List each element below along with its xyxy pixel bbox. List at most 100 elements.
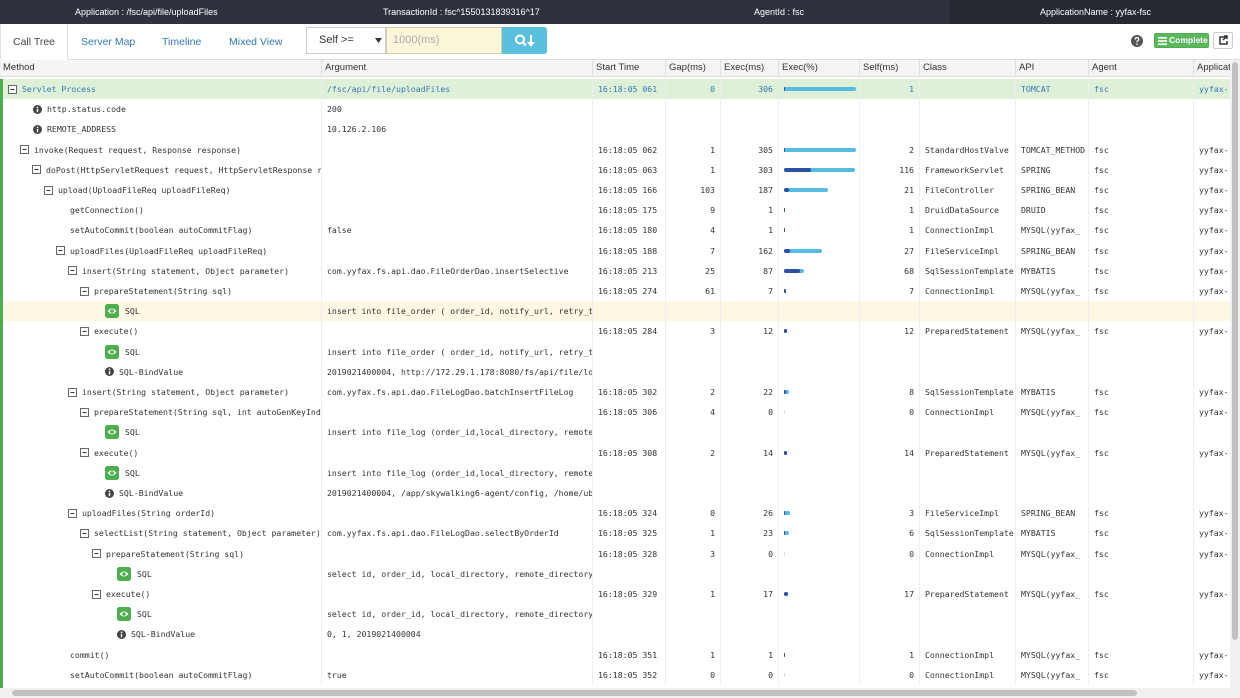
column-header[interactable]: Class xyxy=(920,60,1016,77)
start-time: 16:18:05 061 xyxy=(598,84,657,94)
tab[interactable]: Timeline xyxy=(162,24,201,60)
start-time-cell: 16:18:05 352 xyxy=(593,665,666,685)
start-time-cell xyxy=(593,624,666,644)
class-cell: FileController xyxy=(920,180,1016,200)
start-time: 16:18:05 306 xyxy=(598,407,657,417)
class: ConnectionImpl xyxy=(925,225,994,235)
exec-cell: 17 xyxy=(721,584,779,604)
transaction-id: TransactionId : fsc^1550131839316^17 xyxy=(383,0,540,24)
exec-bar-cell xyxy=(779,79,860,99)
start-time-cell: 16:18:05 325 xyxy=(593,523,666,543)
column-header[interactable]: Agent xyxy=(1089,60,1194,77)
class: SqlSessionTemplate xyxy=(925,528,1014,538)
collapse-toggle[interactable] xyxy=(56,246,65,255)
search-button[interactable] xyxy=(502,27,547,54)
argument: false xyxy=(327,225,352,235)
sql-view-button[interactable] xyxy=(105,466,119,480)
column-header[interactable]: Exec(%) xyxy=(779,60,860,77)
collapse-toggle[interactable] xyxy=(68,388,77,397)
start-time: 16:18:05 284 xyxy=(598,326,657,336)
collapse-toggle[interactable] xyxy=(44,186,53,195)
gap-cell: 4 xyxy=(666,402,721,422)
collapse-toggle[interactable] xyxy=(80,529,89,538)
argument-cell: 10.126.2.106 xyxy=(322,119,593,139)
collapse-toggle[interactable] xyxy=(32,165,41,174)
filter-select[interactable]: Self >= xyxy=(306,27,386,54)
agent-cell: fsc xyxy=(1089,220,1194,240)
start-time: 16:18:05 062 xyxy=(598,145,657,155)
collapse-toggle[interactable] xyxy=(68,266,77,275)
column-header[interactable]: Argument xyxy=(322,60,593,77)
method-cell: prepareStatement(String sql, int autoGen… xyxy=(0,402,322,422)
column-header[interactable]: Gap(ms) xyxy=(666,60,721,77)
collapse-toggle[interactable] xyxy=(68,509,77,518)
column-header[interactable]: Exec(ms) xyxy=(721,60,779,77)
exec: 0 xyxy=(768,407,773,417)
collapse-toggle[interactable] xyxy=(80,448,89,457)
collapse-toggle[interactable] xyxy=(92,549,101,558)
eye-pupil xyxy=(110,350,114,354)
exec-bar xyxy=(784,552,785,556)
tree-row: doPost(HttpServletRequest request, HttpS… xyxy=(0,160,1230,180)
collapse-toggle[interactable] xyxy=(80,287,89,296)
self-bar xyxy=(784,329,787,333)
help-icon[interactable] xyxy=(1131,35,1143,47)
open-window-button[interactable] xyxy=(1213,32,1233,49)
exec-bar-cell xyxy=(779,402,860,422)
exec: 17 xyxy=(763,589,773,599)
self-cell xyxy=(860,463,920,483)
self-cell: 2 xyxy=(860,140,920,160)
application-cell: yyfax- xyxy=(1194,443,1230,463)
self-cell xyxy=(860,604,920,624)
exec-bar-cell xyxy=(779,342,860,362)
self-cell: 0 xyxy=(860,544,920,564)
filter-input[interactable]: 1000(ms) xyxy=(386,27,502,54)
sql-view-button[interactable] xyxy=(105,304,119,318)
application-cell: yyfax- xyxy=(1194,382,1230,402)
class: PreparedStatement xyxy=(925,589,1009,599)
tree-row: insert(String statement, Object paramete… xyxy=(0,382,1230,402)
collapse-toggle[interactable] xyxy=(92,590,101,599)
sql-view-button[interactable] xyxy=(117,567,131,581)
argument-cell xyxy=(322,140,593,160)
sql-view-button[interactable] xyxy=(105,425,119,439)
scroll-thumb[interactable] xyxy=(12,690,1137,696)
info-dot xyxy=(37,106,39,108)
tree-row: prepareStatement(String sql)16:18:05 328… xyxy=(0,544,1230,564)
agent: fsc xyxy=(1094,225,1109,235)
agent: fsc xyxy=(1094,549,1109,559)
column-header[interactable]: Self(ms) xyxy=(860,60,920,77)
tab[interactable]: Call Tree xyxy=(0,24,68,60)
argument-cell xyxy=(322,645,593,665)
collapse-toggle[interactable] xyxy=(80,408,89,417)
class-cell xyxy=(920,463,1016,483)
agent-cell: fsc xyxy=(1089,261,1194,281)
method-cell: insert(String statement, Object paramete… xyxy=(0,382,322,402)
tab[interactable]: Server Map xyxy=(81,24,135,60)
method-name: uploadFiles(String orderId) xyxy=(82,503,215,523)
tab[interactable]: Mixed View xyxy=(229,24,283,60)
column-header[interactable]: Start Time xyxy=(593,60,666,77)
scroll-thumb[interactable] xyxy=(1232,62,1238,640)
exec-bar-cell xyxy=(779,99,860,119)
start-time-cell: 16:18:05 308 xyxy=(593,443,666,463)
agent: fsc xyxy=(1094,205,1109,215)
column-header[interactable]: API xyxy=(1016,60,1089,77)
gap: 3 xyxy=(710,326,715,336)
column-header[interactable]: Application xyxy=(1194,60,1230,77)
sql-view-button[interactable] xyxy=(105,345,119,359)
column-header[interactable]: Method xyxy=(0,60,322,77)
application-cell: yyfax- xyxy=(1194,160,1230,180)
collapse-toggle[interactable] xyxy=(80,327,89,336)
agent: fsc xyxy=(1094,650,1109,660)
complete-button[interactable]: Complete xyxy=(1154,33,1209,48)
method-name: commit() xyxy=(70,645,109,665)
argument: com.yyfax.fs.api.dao.FileOrderDao.insert… xyxy=(327,266,569,276)
sql-view-button[interactable] xyxy=(117,607,131,621)
class: DruidDataSource xyxy=(925,205,999,215)
collapse-toggle[interactable] xyxy=(8,85,17,94)
application-cell xyxy=(1194,119,1230,139)
collapse-toggle[interactable] xyxy=(20,145,29,154)
exec: 1 xyxy=(768,225,773,235)
open-icon xyxy=(1214,33,1232,48)
